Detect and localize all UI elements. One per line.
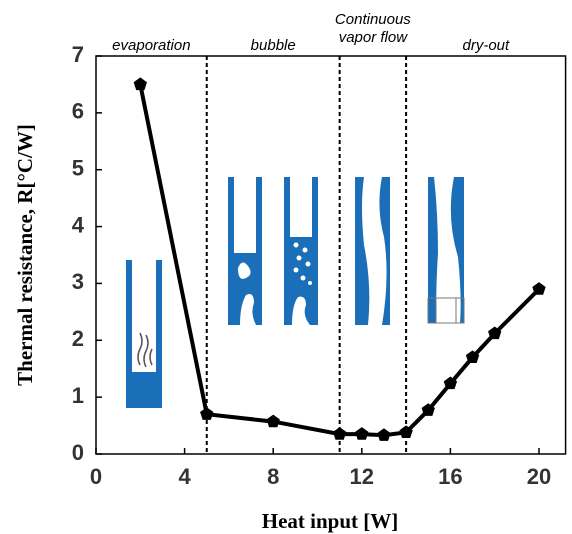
data-point	[443, 376, 458, 390]
y-axis-title: Thermal resistance, R[°C/W]	[13, 124, 37, 386]
illustrations	[126, 177, 465, 408]
y-tick-label: 5	[72, 156, 84, 181]
y-tick-label: 1	[72, 383, 84, 408]
data-point	[133, 77, 147, 91]
y-tick-label: 3	[72, 269, 84, 294]
x-tick-label: 20	[527, 464, 551, 489]
data-point	[332, 427, 347, 440]
x-tick-label: 4	[178, 464, 191, 489]
y-tick-label: 7	[72, 42, 84, 67]
y-tick-label: 4	[72, 212, 85, 237]
x-tick-label: 12	[350, 464, 374, 489]
plot-frame	[95, 55, 567, 455]
data-point	[488, 326, 502, 340]
y-tick-label: 6	[72, 99, 84, 124]
data-point	[421, 403, 435, 416]
region-label: dry-out	[462, 37, 510, 54]
data-point	[355, 427, 369, 440]
region-label: Continuous	[335, 11, 411, 28]
data-point	[532, 282, 546, 295]
x-tick-label: 0	[90, 464, 102, 489]
y-tick-label: 0	[72, 440, 84, 465]
data-point	[465, 350, 480, 364]
data-point	[200, 407, 214, 420]
region-label: vapor flow	[339, 29, 409, 46]
data-point	[266, 414, 280, 428]
y-tick-label: 2	[72, 326, 84, 351]
region-label: bubble	[251, 37, 296, 54]
x-tick-label: 8	[267, 464, 279, 489]
x-axis-title: Heat input [W]	[262, 509, 399, 533]
region-label: evaporation	[112, 37, 190, 54]
data-point	[377, 428, 391, 441]
data-point	[399, 425, 413, 439]
x-tick-label: 16	[438, 464, 462, 489]
